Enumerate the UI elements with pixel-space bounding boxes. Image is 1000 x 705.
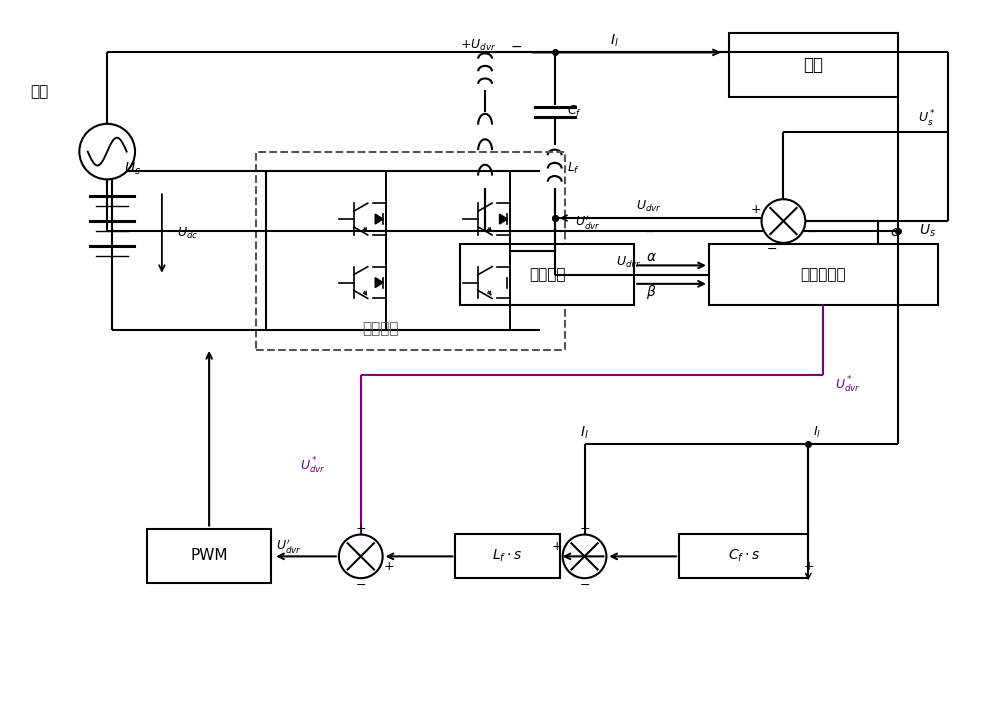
Text: $-$: $-$ [806,224,817,238]
Text: 情感控制器: 情感控制器 [800,267,846,282]
Text: $+$: $+$ [355,522,366,535]
Circle shape [339,534,383,578]
Text: $I_l$: $I_l$ [610,32,619,49]
Text: $-$: $-$ [766,243,777,255]
Text: $+$: $+$ [750,202,761,216]
Text: $L_f \cdot s$: $L_f \cdot s$ [492,548,523,564]
Circle shape [762,200,805,243]
Text: $U_{dvr}^*$: $U_{dvr}^*$ [835,374,861,395]
Text: $\beta$: $\beta$ [646,283,657,301]
Text: $U_{dc}$: $U_{dc}$ [177,226,198,242]
Text: $I_l$: $I_l$ [580,424,589,441]
Circle shape [79,124,135,179]
Text: $+$: $+$ [383,560,394,572]
Circle shape [563,534,606,578]
Polygon shape [500,214,507,224]
Text: $L_f$: $L_f$ [567,161,580,176]
Polygon shape [375,214,383,224]
Text: $U_{dvr}$: $U_{dvr}$ [616,255,642,270]
Text: $\alpha$: $\alpha$ [646,250,657,264]
Text: 逆变单元: 逆变单元 [362,321,399,336]
Text: $U_{dvr}^{\prime}$: $U_{dvr}^{\prime}$ [575,214,601,232]
Text: $+$: $+$ [551,540,562,553]
Bar [455,534,560,578]
Text: 电网: 电网 [31,85,49,99]
Text: $-$: $-$ [355,577,366,591]
Polygon shape [375,278,383,288]
Text: $U_{dvr}^*$: $U_{dvr}^*$ [300,455,326,476]
Bar [679,534,808,578]
Text: $+U_{dvr}$: $+U_{dvr}$ [460,38,497,53]
Bar [709,244,938,305]
Text: $I_l$: $I_l$ [813,425,821,440]
Bar [460,244,634,305]
Text: $-$: $-$ [579,577,590,591]
Text: $U_{dvr}$: $U_{dvr}$ [636,199,662,214]
Text: $U_s$: $U_s$ [919,223,936,239]
Bar [256,152,565,350]
Text: 负荷: 负荷 [803,56,823,74]
Text: $+$: $+$ [803,560,815,572]
Text: $C_f$: $C_f$ [567,104,582,119]
Text: $C_f \cdot s$: $C_f \cdot s$ [728,548,760,564]
Text: $e$: $e$ [890,226,900,240]
Text: 模糊控制: 模糊控制 [529,267,565,282]
Text: $+$: $+$ [579,522,590,535]
Bar [729,32,898,97]
Polygon shape [500,278,507,288]
Text: $-$: $-$ [510,39,522,52]
Text: $U_{dvr}^{\prime}$: $U_{dvr}^{\prime}$ [276,537,302,556]
Text: $-$: $-$ [644,224,655,238]
Bar [147,529,271,583]
Text: PWM: PWM [190,548,228,563]
Text: $U_s$: $U_s$ [124,160,141,177]
Text: $U_s^*$: $U_s^*$ [918,109,936,129]
